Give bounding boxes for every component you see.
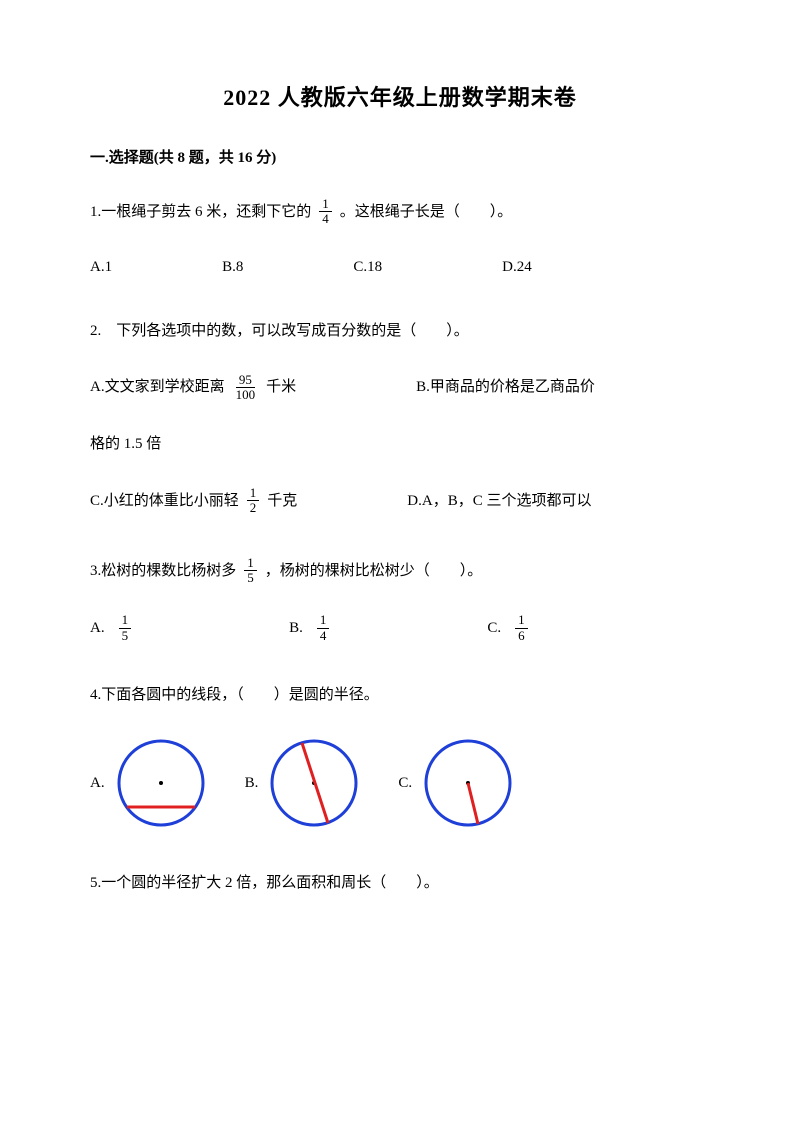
q2-optC-post: 千克 <box>267 489 297 513</box>
q2-optC-den: 2 <box>247 501 260 515</box>
q3-c-den: 6 <box>515 629 528 643</box>
q2-optC-pre: C.小红的体重比小丽轻 <box>90 489 239 513</box>
q3-b-fraction: 1 4 <box>317 613 330 643</box>
q4-circle-a <box>113 735 209 831</box>
q3-options: A. 1 5 B. 1 4 C. 1 6 <box>90 613 710 643</box>
q2-opt-b: B.甲商品的价格是乙商品价 <box>416 375 595 399</box>
q4-opt-c: C. <box>398 735 516 831</box>
q4-options: A. B. C. <box>90 735 710 831</box>
q2-optA-den: 100 <box>233 388 259 402</box>
q1-opt-d: D.24 <box>502 255 532 279</box>
q1-options: A.1 B.8 C.18 D.24 <box>90 255 710 279</box>
question-5: 5.一个圆的半径扩大 2 倍，那么面积和周长（ ）。 <box>90 871 710 895</box>
q2-opt-d: D.A，B，C 三个选项都可以 <box>407 489 591 513</box>
question-1: 1.一根绳子剪去 6 米，还剩下它的 1 4 。这根绳子长是（ ）。 A.1 B… <box>90 197 710 279</box>
q4-text: 4.下面各圆中的线段，（ ）是圆的半径。 <box>90 683 710 707</box>
q2-opt-c: C.小红的体重比小丽轻 1 2 千克 <box>90 486 297 516</box>
q1-frac-den: 4 <box>319 212 332 226</box>
q3-frac-den: 5 <box>244 571 257 585</box>
q4-c-label: C. <box>398 771 412 795</box>
q1-pre: 1.一根绳子剪去 6 米，还剩下它的 <box>90 200 311 224</box>
q1-frac-num: 1 <box>319 197 332 212</box>
q3-text: 3.松树的棵数比杨树多 1 5 ，杨树的棵树比松树少（ ）。 <box>90 556 710 586</box>
q2-optA-num: 95 <box>236 373 255 388</box>
q3-a-den: 5 <box>119 629 132 643</box>
q3-opt-b: B. 1 4 <box>289 613 337 643</box>
q1-opt-a: A.1 <box>90 255 112 279</box>
q2-line2: 格的 1.5 倍 <box>90 432 710 456</box>
q4-circle-c <box>420 735 516 831</box>
q3-opt-a: A. 1 5 <box>90 613 139 643</box>
q2-opt-a: A.文文家到学校距离 95 100 千米 <box>90 373 296 403</box>
q2-optC-num: 1 <box>247 486 260 501</box>
q3-pre: 3.松树的棵数比杨树多 <box>90 559 236 583</box>
q1-opt-c: C.18 <box>353 255 382 279</box>
q4-opt-a: A. <box>90 735 209 831</box>
q3-b-label: B. <box>289 616 303 640</box>
q3-post: ，杨树的棵树比松树少（ ）。 <box>265 559 483 583</box>
q2-optA-fraction: 95 100 <box>233 373 259 403</box>
q1-post: 。这根绳子长是（ ）。 <box>340 200 513 224</box>
q2-optA-pre: A.文文家到学校距离 <box>90 375 225 399</box>
q5-text: 5.一个圆的半径扩大 2 倍，那么面积和周长（ ）。 <box>90 871 710 895</box>
q3-c-fraction: 1 6 <box>515 613 528 643</box>
q3-c-label: C. <box>487 616 501 640</box>
section-header: 一.选择题(共 8 题，共 16 分) <box>90 146 710 167</box>
q3-fraction: 1 5 <box>244 556 257 586</box>
q4-b-label: B. <box>245 771 259 795</box>
q3-b-num: 1 <box>317 613 330 628</box>
question-3: 3.松树的棵数比杨树多 1 5 ，杨树的棵树比松树少（ ）。 A. 1 5 B.… <box>90 556 710 643</box>
q2-options-line1: A.文文家到学校距离 95 100 千米 B.甲商品的价格是乙商品价 <box>90 373 710 403</box>
q2-optC-fraction: 1 2 <box>247 486 260 516</box>
q1-opt-b: B.8 <box>222 255 243 279</box>
q3-b-den: 4 <box>317 629 330 643</box>
q3-a-label: A. <box>90 616 105 640</box>
q4-a-label: A. <box>90 771 105 795</box>
q1-fraction: 1 4 <box>319 197 332 227</box>
q1-text: 1.一根绳子剪去 6 米，还剩下它的 1 4 。这根绳子长是（ ）。 <box>90 197 710 227</box>
q3-opt-c: C. 1 6 <box>487 613 535 643</box>
q4-circle-b <box>266 735 362 831</box>
q3-c-num: 1 <box>515 613 528 628</box>
page-title: 2022 人教版六年级上册数学期末卷 <box>90 80 710 112</box>
q4-opt-b: B. <box>245 735 363 831</box>
q3-a-fraction: 1 5 <box>119 613 132 643</box>
q3-frac-num: 1 <box>244 556 257 571</box>
q3-a-num: 1 <box>119 613 132 628</box>
q2-options-line3: C.小红的体重比小丽轻 1 2 千克 D.A，B，C 三个选项都可以 <box>90 486 710 516</box>
question-4: 4.下面各圆中的线段，（ ）是圆的半径。 A. B. C. <box>90 683 710 831</box>
q2-optA-post: 千米 <box>266 375 296 399</box>
question-2: 2. 下列各选项中的数，可以改写成百分数的是（ ）。 A.文文家到学校距离 95… <box>90 319 710 516</box>
q2-text: 2. 下列各选项中的数，可以改写成百分数的是（ ）。 <box>90 319 710 343</box>
